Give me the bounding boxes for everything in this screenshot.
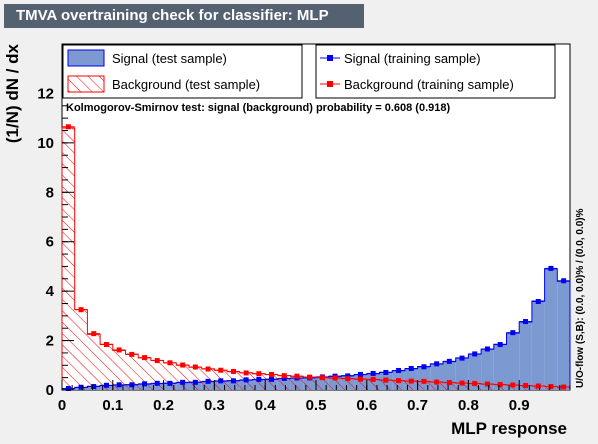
legend-swatch-signal-test	[68, 50, 104, 66]
y-tick-label: 0	[46, 382, 54, 399]
signal-test-bar	[545, 269, 558, 390]
legend-marker-background-train	[327, 81, 333, 87]
signal-test-bar	[532, 301, 545, 390]
x-tick-label: 0.6	[356, 397, 377, 414]
legend-label-background-train: Background (training sample)	[344, 77, 514, 92]
signal-test-bar	[519, 322, 532, 390]
background-test-bar	[164, 363, 177, 390]
y-tick-label: 8	[46, 184, 54, 201]
background-test-bar	[75, 310, 88, 390]
x-tick-label: 0.4	[255, 397, 277, 414]
legend-label-signal-train: Signal (training sample)	[344, 51, 481, 66]
y-tick-label: 6	[46, 234, 54, 251]
background-test-bar	[176, 365, 189, 390]
legend-marker-signal-train	[327, 55, 333, 61]
legend-label-background-test: Background (test sample)	[112, 77, 260, 92]
x-tick-label: 0.9	[509, 397, 530, 414]
x-tick-label: 0	[58, 397, 66, 414]
y-tick-label: 10	[37, 135, 54, 152]
signal-test-bar	[507, 333, 520, 390]
y-tick-label: 12	[37, 85, 54, 102]
x-tick-label: 0.7	[407, 397, 428, 414]
overflow-label: U/O-flow (S,B): (0.0, 0.0)% / (0.0, 0.0)…	[575, 208, 586, 388]
x-tick-label: 0.2	[153, 397, 174, 414]
y-tick-label: 2	[46, 333, 54, 350]
background-test-bar	[87, 334, 100, 390]
signal-test-bar	[557, 281, 570, 390]
x-tick-label: 0.8	[458, 397, 479, 414]
ks-test-label: Kolmogorov-Smirnov test: signal (backgro…	[66, 102, 450, 114]
x-axis-label: MLP response	[451, 419, 567, 438]
y-axis-label: (1/N) dN / dx	[3, 43, 22, 143]
x-tick-label: 0.3	[204, 397, 225, 414]
y-tick-label: 4	[46, 283, 55, 300]
x-tick-label: 0.1	[102, 397, 123, 414]
legend-swatch-background-test	[68, 76, 104, 92]
background-test-bar	[189, 367, 202, 390]
x-tick-label: 0.5	[306, 397, 327, 414]
legend-label-signal-test: Signal (test sample)	[112, 51, 227, 66]
